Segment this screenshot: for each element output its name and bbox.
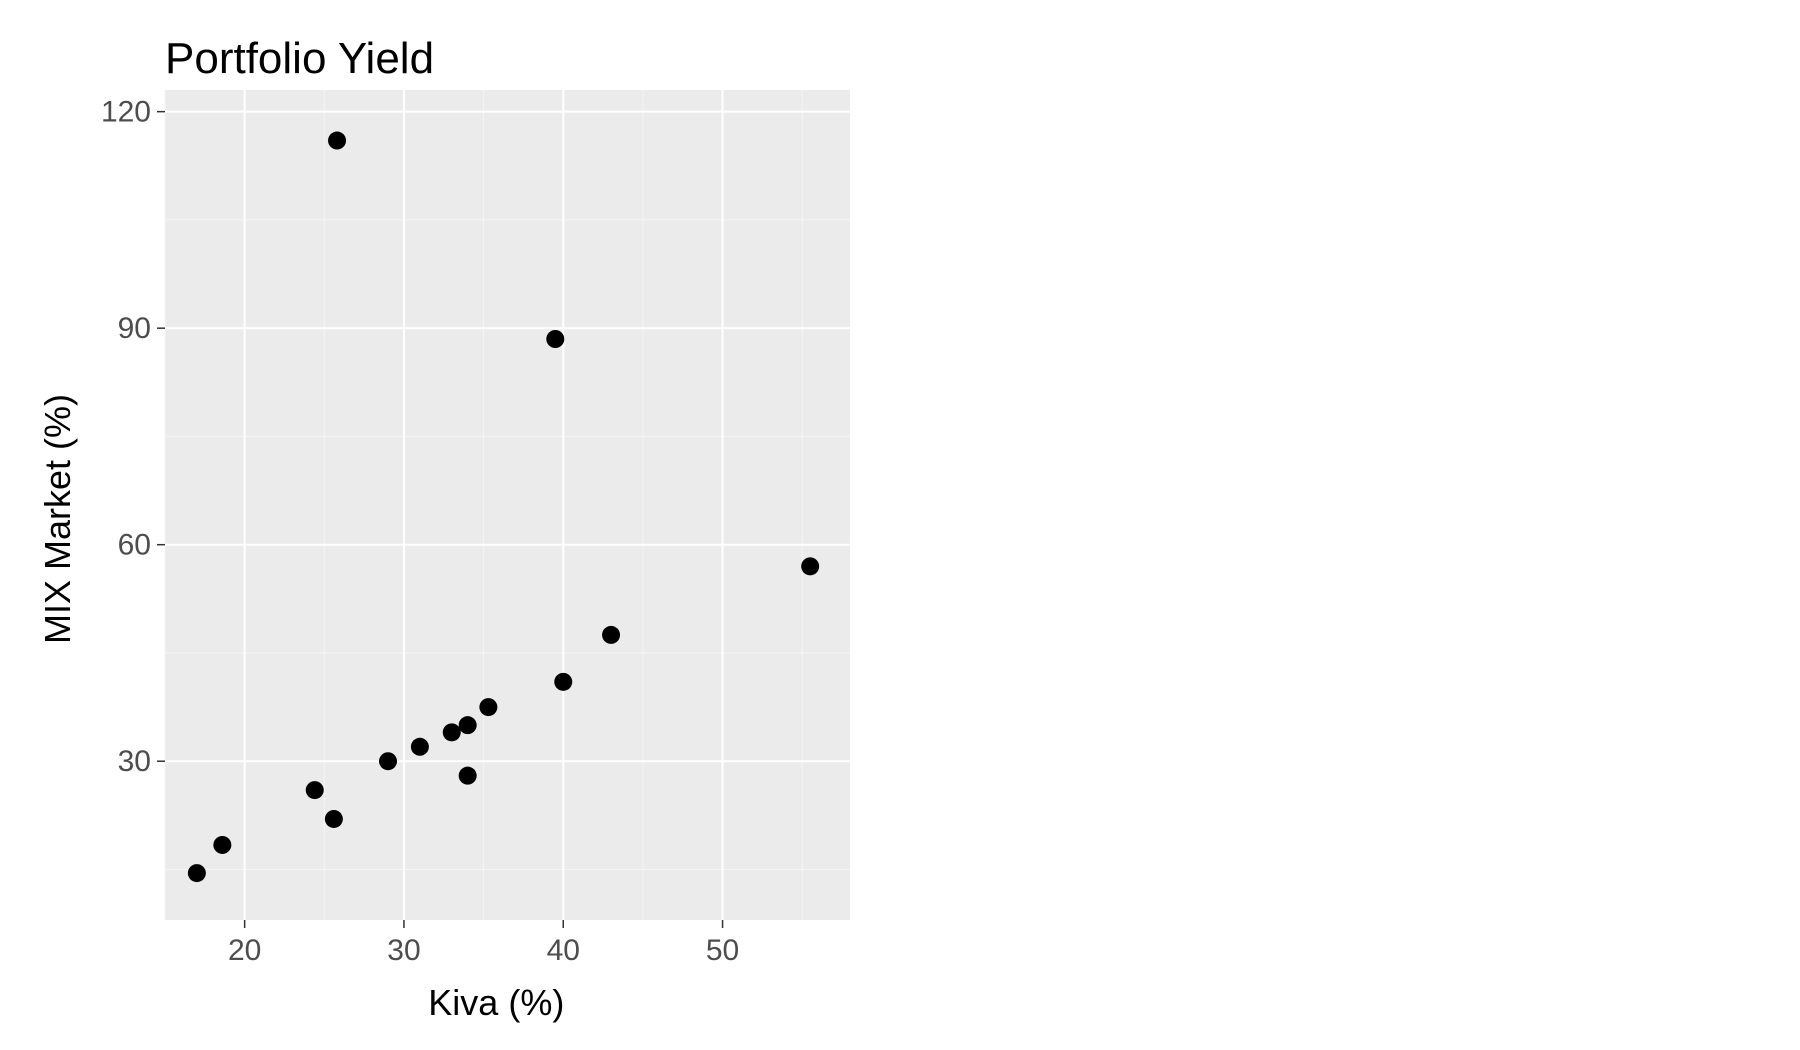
data-point xyxy=(328,132,346,150)
data-point xyxy=(801,557,819,575)
x-tick-label: 20 xyxy=(228,934,261,967)
data-point xyxy=(546,330,564,348)
x-tick-label: 50 xyxy=(706,934,739,967)
data-point xyxy=(411,738,429,756)
x-tick-label: 40 xyxy=(547,934,580,967)
data-point xyxy=(379,752,397,770)
y-tick-label: 30 xyxy=(118,745,151,778)
data-point xyxy=(459,767,477,785)
data-point xyxy=(459,716,477,734)
x-tick-label: 30 xyxy=(387,934,420,967)
data-point xyxy=(306,781,324,799)
data-point xyxy=(188,864,206,882)
plot-portfolio-yield: 20 30 40 50 30 60 90 120 xyxy=(0,0,900,1050)
data-point xyxy=(325,810,343,828)
data-point xyxy=(554,673,572,691)
data-point xyxy=(602,626,620,644)
y-tick-label: 90 xyxy=(118,312,151,345)
y-tick-label: 120 xyxy=(101,96,151,129)
figure: Portfolio Yield MIX Market (%) Kiva (%) … xyxy=(0,0,1800,1050)
y-tick-label: 60 xyxy=(118,529,151,562)
data-point xyxy=(213,836,231,854)
data-point xyxy=(443,723,461,741)
data-point xyxy=(479,698,497,716)
panel-portfolio-yield: Portfolio Yield MIX Market (%) Kiva (%) … xyxy=(0,0,900,1050)
